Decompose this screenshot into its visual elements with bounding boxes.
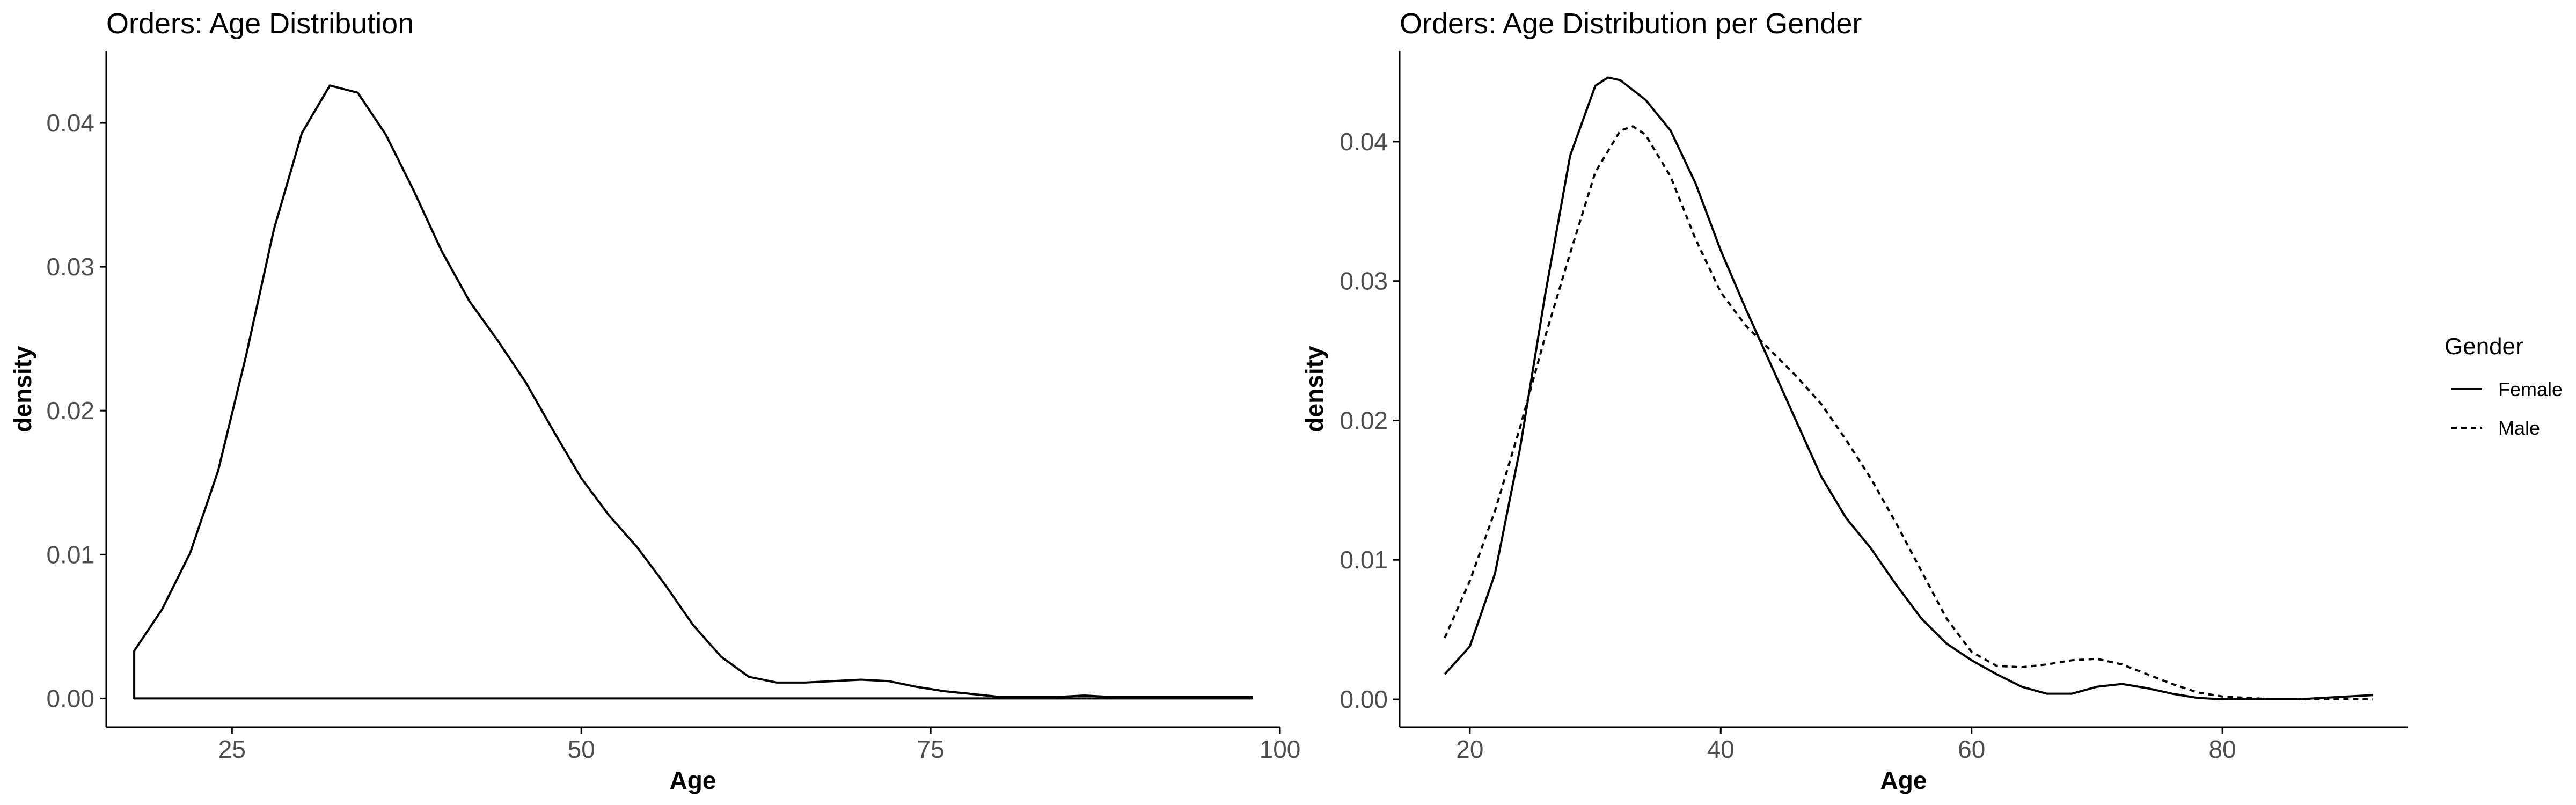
data-lines — [1444, 76, 2373, 700]
x-tick-label: 60 — [1958, 735, 1985, 763]
x-tick-label: 25 — [218, 735, 246, 763]
y-tick-label: 0.03 — [1340, 267, 1388, 295]
legend-title: Gender — [2445, 333, 2523, 360]
legend-label-male: Male — [2498, 417, 2540, 439]
y-tick-label: 0.03 — [46, 253, 94, 281]
y-tick-label: 0.00 — [46, 684, 94, 712]
y-tick-label: 0.00 — [1340, 685, 1388, 713]
y-tick-label: 0.02 — [46, 397, 94, 425]
y-axis-title: density — [9, 346, 36, 432]
y-tick-label: 0.04 — [46, 109, 94, 137]
axis-ticks: 0.00 0.01 0.02 0.03 0.04 25 50 75 100 — [46, 109, 1300, 763]
x-tick-label: 80 — [2209, 735, 2236, 763]
density-curve-male — [1444, 125, 2373, 700]
x-tick-label: 20 — [1456, 735, 1483, 763]
y-tick-label: 0.04 — [1340, 128, 1388, 156]
y-tick-label: 0.01 — [46, 540, 94, 568]
data-lines — [133, 84, 1253, 700]
chart-title: Orders: Age Distribution — [106, 8, 414, 40]
x-axis-title: Age — [670, 766, 716, 794]
x-axis-title: Age — [1880, 766, 1927, 794]
y-tick-label: 0.02 — [1340, 406, 1388, 434]
legend: Gender Female Male — [2445, 333, 2563, 439]
panel-age-distribution-per-gender: Orders: Age Distribution per Gender Age … — [1300, 8, 2563, 794]
density-curve — [133, 84, 1253, 700]
x-tick-label: 75 — [917, 735, 945, 763]
panel-age-distribution: Orders: Age Distribution Age density 0.0… — [9, 8, 1300, 794]
density-curve-female — [1444, 76, 2373, 700]
legend-label-female: Female — [2498, 378, 2563, 400]
axis-ticks: 0.00 0.01 0.02 0.03 0.04 20 40 60 80 — [1340, 128, 2236, 763]
y-tick-label: 0.01 — [1340, 546, 1388, 574]
x-tick-label: 100 — [1260, 735, 1301, 763]
chart-title: Orders: Age Distribution per Gender — [1400, 8, 1862, 40]
y-axis-title: density — [1300, 346, 1328, 432]
x-tick-label: 50 — [568, 735, 595, 763]
x-tick-label: 40 — [1707, 735, 1735, 763]
